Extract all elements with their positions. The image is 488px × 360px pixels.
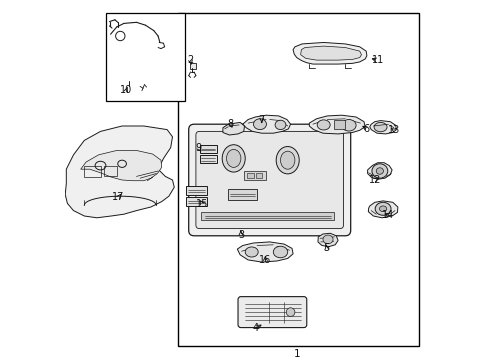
Text: 7: 7 — [258, 114, 264, 125]
Bar — [186, 186, 206, 195]
Ellipse shape — [275, 120, 285, 130]
Bar — [256, 173, 262, 178]
Ellipse shape — [371, 164, 387, 178]
Bar — [244, 171, 265, 180]
Polygon shape — [292, 42, 366, 64]
Text: 6: 6 — [363, 124, 369, 134]
FancyBboxPatch shape — [188, 124, 350, 236]
Polygon shape — [237, 242, 292, 262]
Ellipse shape — [273, 246, 287, 258]
Text: 2: 2 — [187, 55, 193, 66]
Ellipse shape — [276, 147, 299, 174]
Text: 5: 5 — [323, 243, 329, 253]
Ellipse shape — [222, 145, 244, 172]
Polygon shape — [242, 115, 290, 133]
Ellipse shape — [322, 235, 332, 244]
Polygon shape — [65, 126, 174, 218]
Ellipse shape — [285, 308, 294, 316]
Bar — [201, 212, 334, 220]
Polygon shape — [369, 121, 396, 134]
Ellipse shape — [280, 151, 294, 169]
Text: 9: 9 — [195, 143, 201, 153]
Text: 17: 17 — [112, 192, 124, 202]
Polygon shape — [81, 150, 162, 181]
Polygon shape — [367, 201, 397, 218]
Ellipse shape — [341, 120, 355, 131]
Bar — [106, 13, 185, 101]
Bar — [84, 166, 101, 177]
Bar — [189, 63, 195, 69]
Bar — [178, 13, 418, 346]
Ellipse shape — [253, 119, 266, 130]
Ellipse shape — [244, 247, 258, 257]
Text: 10: 10 — [120, 85, 132, 95]
Bar — [247, 173, 253, 178]
Text: 15: 15 — [196, 199, 208, 210]
FancyBboxPatch shape — [196, 131, 343, 229]
Polygon shape — [223, 122, 244, 135]
Polygon shape — [309, 115, 365, 134]
Bar — [333, 120, 344, 129]
Ellipse shape — [374, 202, 390, 215]
Text: 1: 1 — [293, 348, 300, 359]
Ellipse shape — [373, 122, 386, 132]
Ellipse shape — [375, 168, 383, 174]
Text: 12: 12 — [368, 175, 380, 185]
Ellipse shape — [226, 149, 241, 167]
Text: 13: 13 — [387, 125, 400, 135]
Bar — [104, 166, 117, 176]
Polygon shape — [317, 233, 337, 247]
FancyBboxPatch shape — [238, 297, 306, 328]
Text: 11: 11 — [371, 55, 383, 66]
Bar — [186, 197, 206, 206]
Ellipse shape — [379, 206, 386, 212]
Polygon shape — [367, 163, 391, 179]
Text: 8: 8 — [227, 119, 233, 129]
Bar — [228, 189, 257, 200]
Bar — [199, 155, 216, 163]
Text: 14: 14 — [382, 210, 394, 220]
Text: 16: 16 — [259, 255, 271, 265]
Text: 3: 3 — [237, 230, 244, 240]
Bar — [199, 145, 216, 153]
Ellipse shape — [317, 120, 329, 130]
Polygon shape — [300, 46, 361, 60]
Text: 4: 4 — [252, 323, 258, 333]
